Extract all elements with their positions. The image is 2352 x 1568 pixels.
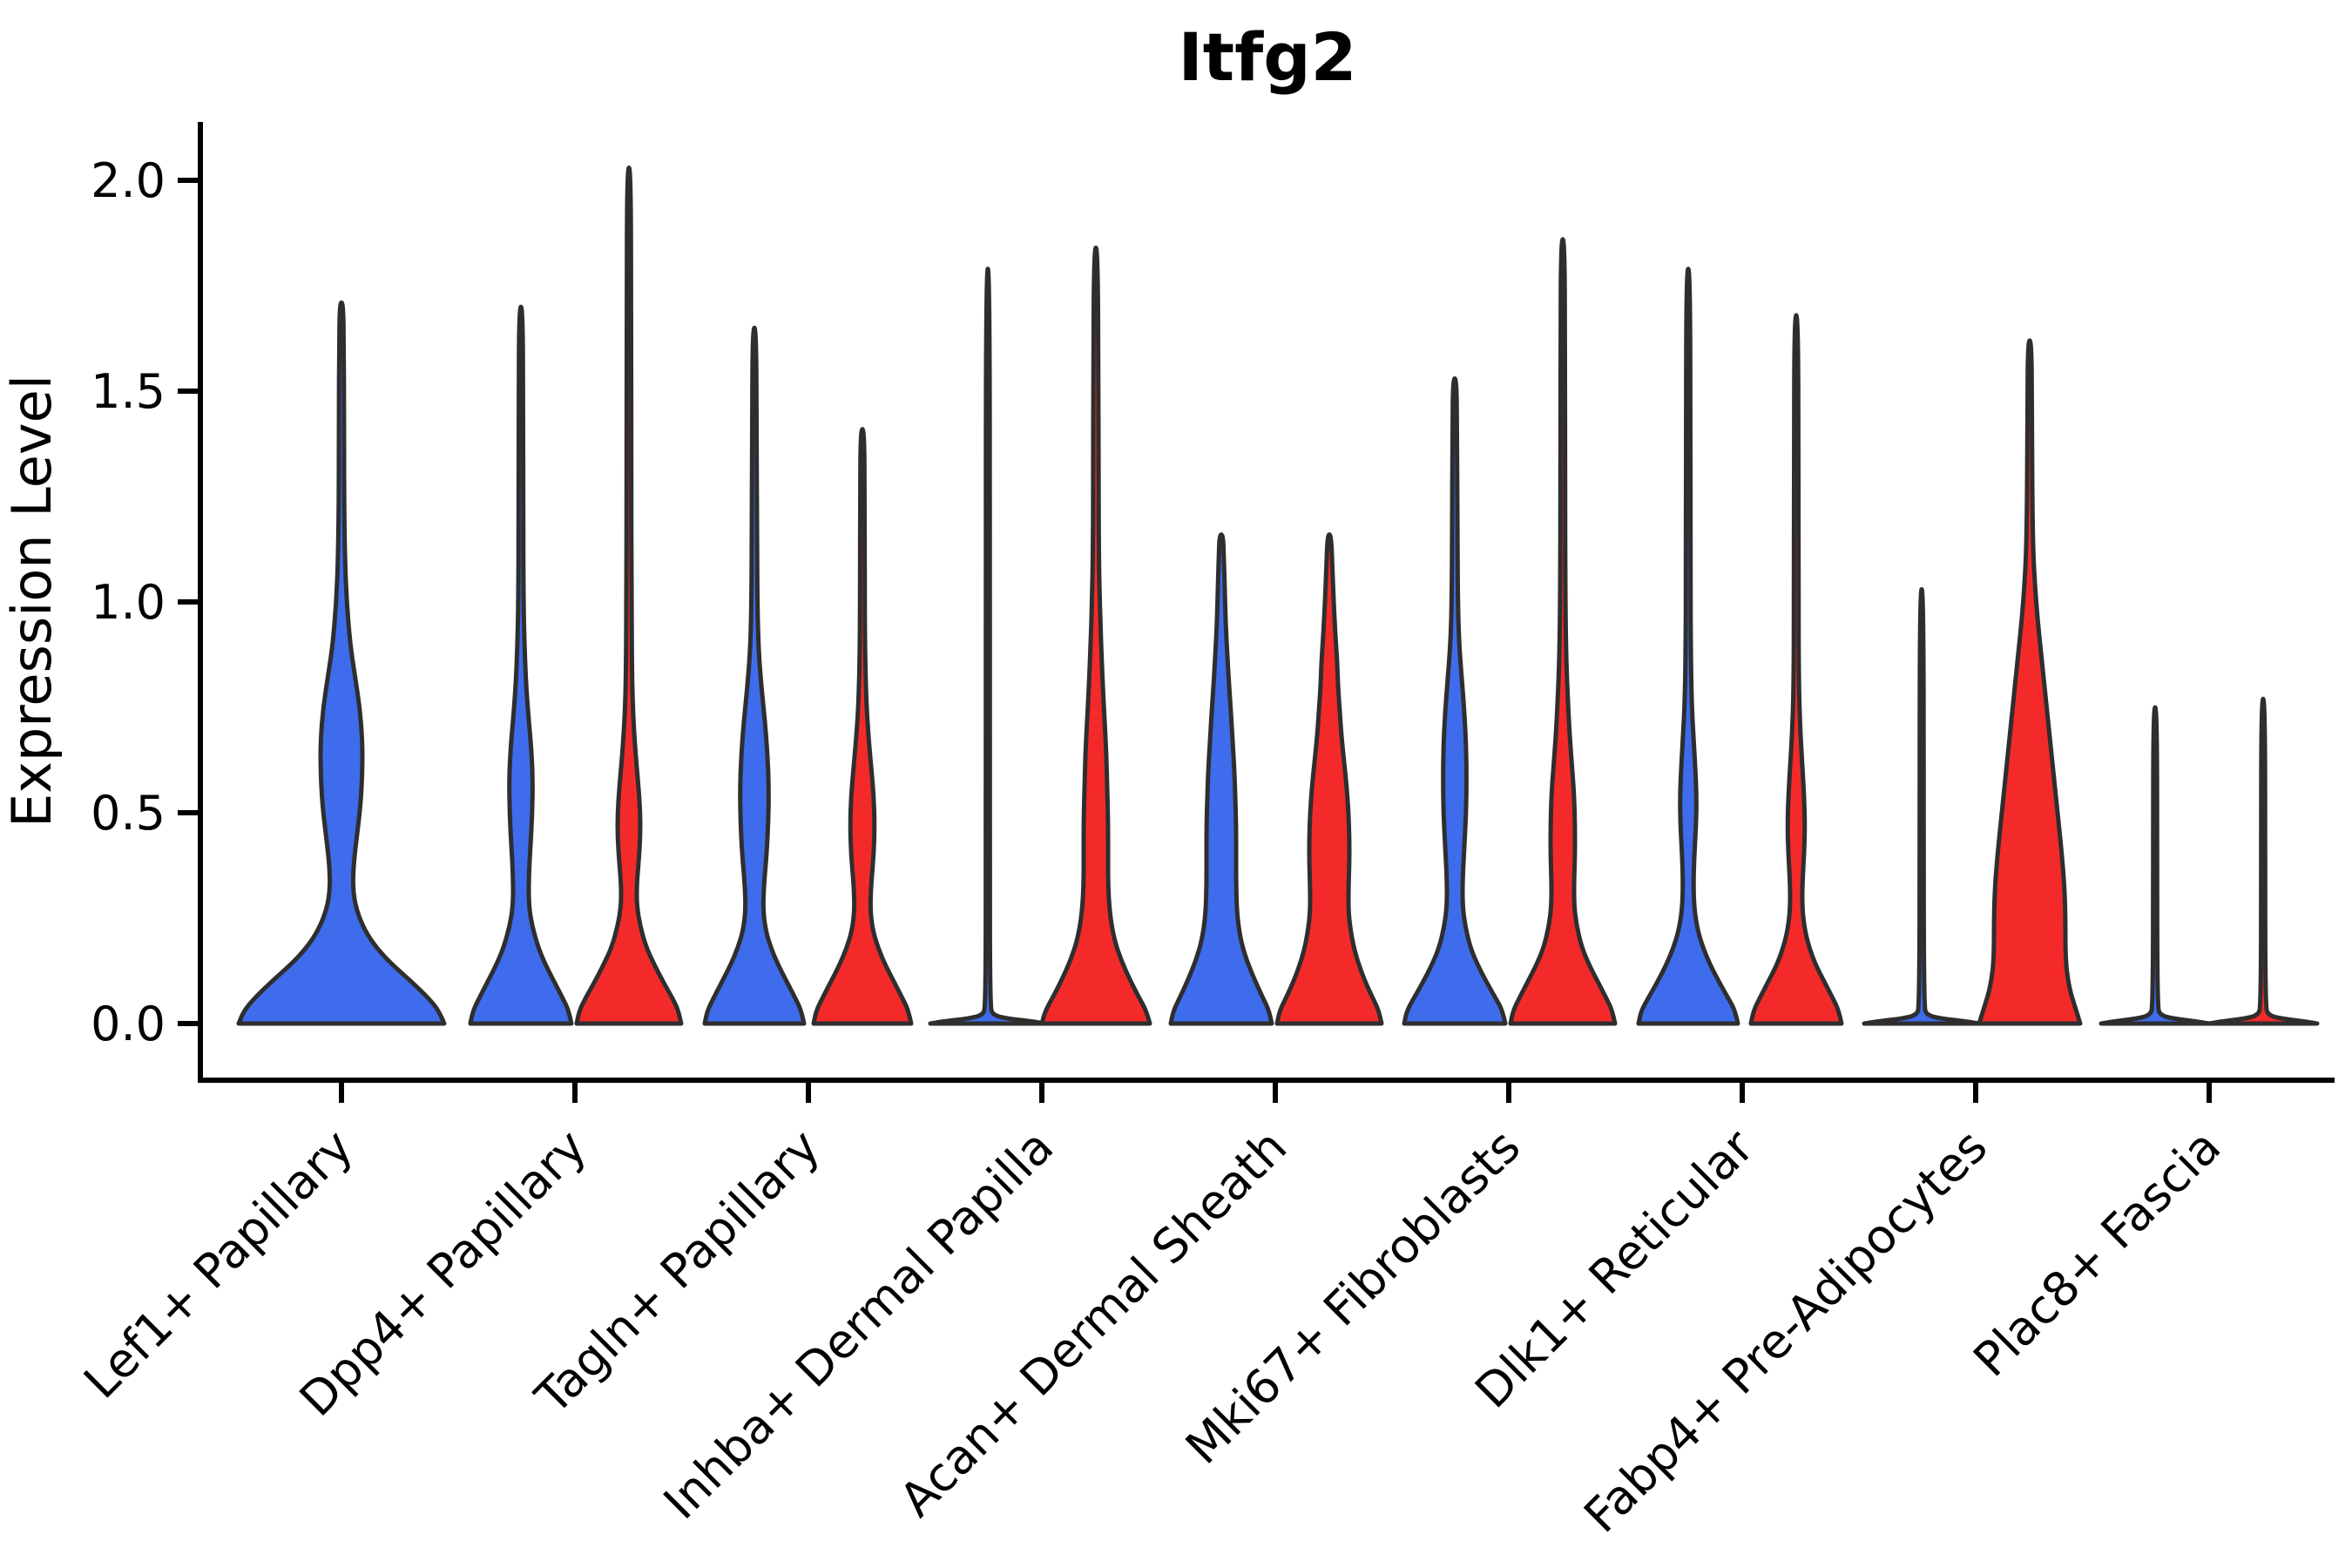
violin-mki67-fibroblasts-blue xyxy=(1402,376,1508,1026)
chart-title: Itfg2 xyxy=(1179,18,1357,96)
y-tick-label: 0.0 xyxy=(91,997,166,1051)
violin-dpp4-papillary-red xyxy=(574,166,684,1026)
violin-inhba-dermal-papilla-blue xyxy=(928,267,1048,1026)
x-tick-label-fabp4-pre-adipocytes: Fabp4+ Pre-Adipocytes xyxy=(1573,1119,1997,1544)
x-tick-label-inhba-dermal-papilla: Inhba+ Dermal Papilla xyxy=(653,1119,1064,1530)
y-tick-label: 1.0 xyxy=(91,575,166,630)
violin-dpp4-papillary-blue xyxy=(468,304,574,1026)
x-tick-label-acan-dermal-sheath: Acan+ Dermal Sheath xyxy=(889,1119,1297,1527)
y-axis-title: Expression Level xyxy=(0,375,64,828)
violin-acan-dermal-sheath-blue xyxy=(1168,532,1274,1026)
violin-acan-dermal-sheath-red xyxy=(1274,532,1384,1026)
violin-fabp4-pre-adipocytes-blue xyxy=(1862,587,1982,1026)
violin-tagln-papillary-red xyxy=(811,427,914,1026)
y-axis: 0.0 0.5 1.0 1.5 2.0 xyxy=(91,122,203,1083)
violin-dlk1-reticular-red xyxy=(1748,313,1844,1026)
violins-layer xyxy=(236,166,2320,1026)
violin-fabp4-pre-adipocytes-red xyxy=(1977,338,2083,1026)
y-tick-label: 2.0 xyxy=(91,153,166,208)
violin-plac8-fascia-blue xyxy=(2099,705,2212,1026)
x-tick-label-plac8-fascia: Plac8+ Fascia xyxy=(1963,1119,2231,1388)
violin-tagln-papillary-blue xyxy=(702,325,807,1026)
violin-lef1-papillary-blue xyxy=(236,300,447,1026)
violin-plac8-fascia-red xyxy=(2207,696,2320,1026)
y-tick-label: 1.5 xyxy=(91,364,166,419)
violin-mki67-fibroblasts-red xyxy=(1508,237,1618,1026)
violin-dlk1-reticular-blue xyxy=(1636,267,1740,1026)
violin-inhba-dermal-papilla-red xyxy=(1039,245,1152,1026)
y-tick-label: 0.5 xyxy=(91,786,166,841)
